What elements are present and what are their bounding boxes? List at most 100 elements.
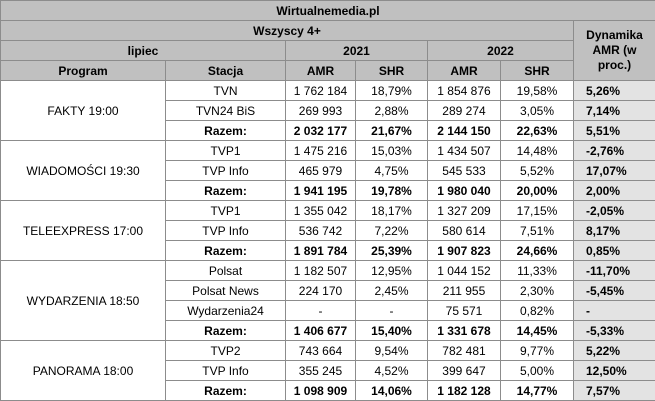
station: Razem: (165, 120, 286, 141)
table-row: WIADOMOŚCI 19:30 TVP1 1 475 216 15,03% 1 434… (0, 140, 655, 201)
amr-2021: 224 170 (285, 280, 356, 301)
dynamics-header: Dynamika AMR (w proc.) (572, 20, 655, 81)
shr-2022: 9,77% (500, 340, 574, 361)
station: Polsat News (165, 280, 286, 301)
table-row: TELEEXPRESS 17:00 TVP1 1 355 042 18,17% 1 32… (0, 200, 655, 261)
amr-2022: 782 481 (427, 340, 501, 361)
table-row: TVP Info 355 245 4,52% 399 647 5,00% 12,50% (1, 360, 655, 381)
station: Razem: (165, 380, 286, 401)
table-row: Razem: 1 941 195 19,78% 1 980 040 20,00% 2,00… (1, 180, 655, 201)
shr-2022: 14,45% (500, 320, 574, 341)
dynamics: -5,33% (572, 320, 655, 341)
shr-2021: 25,39% (355, 240, 428, 261)
shr-2021: 15,03% (355, 140, 428, 161)
amr-2022: 211 955 (427, 280, 501, 301)
amr-2022: 1 434 507 (427, 140, 501, 161)
shr-2022: 22,63% (500, 120, 574, 141)
column-header: SHR (500, 60, 574, 81)
shr-2022: 19,58% (500, 80, 574, 101)
shr-2021: 18,17% (355, 200, 428, 221)
amr-2022: 1 980 040 (427, 180, 501, 201)
dynamics: 0,85% (572, 240, 655, 261)
amr-2021: 465 979 (285, 160, 356, 181)
shr-2021: 21,67% (355, 120, 428, 141)
table-row: WYDARZENIA 18:50 Polsat 1 182 507 12,95% 1 0… (0, 260, 655, 341)
year: 2021 (285, 40, 428, 61)
shr-2021: 12,95% (355, 260, 428, 281)
dynamics: 5,22% (572, 340, 655, 361)
amr-2021: - (285, 300, 356, 321)
amr-2022: 1 907 823 (427, 240, 501, 261)
station: TVP2 (165, 340, 286, 361)
audience: Wszyscy 4+ (0, 20, 574, 41)
station: Razem: (165, 320, 286, 341)
amr-2022: 580 614 (427, 220, 501, 241)
shr-2022: 3,05% (500, 100, 574, 121)
dynamics: -11,70% (572, 260, 655, 281)
dynamics: -2,76% (572, 140, 655, 161)
station: TVN24 BiS (165, 100, 286, 121)
column-header: AMR (285, 60, 356, 81)
amr-2022: 1 331 678 (427, 320, 501, 341)
station: TVP1 (165, 200, 286, 221)
shr-2022: 2,30% (500, 280, 574, 301)
dynamics: -5,45% (572, 280, 655, 301)
table-row: Razem: 1 098 909 14,06% 1 182 128 14,77% 7,57… (1, 380, 655, 401)
amr-2021: 1 182 507 (285, 260, 356, 281)
amr-2021: 1 762 184 (285, 80, 356, 101)
program: TELEEXPRESS 17:00 (0, 200, 166, 261)
amr-2021: 355 245 (285, 360, 356, 381)
shr-2021: - (355, 300, 428, 321)
table-row: Razem: 1 406 677 15,40% 1 331 678 14,45% -5,3… (1, 320, 655, 341)
shr-2022: 11,33% (500, 260, 574, 281)
shr-2021: 9,54% (355, 340, 428, 361)
source-title: Wirtualnemedia.pl (0, 0, 655, 21)
shr-2021: 2,88% (355, 100, 428, 121)
station: TVP1 (165, 140, 286, 161)
station: Polsat (165, 260, 286, 281)
period: lipiec (0, 40, 286, 61)
column-header: Program (0, 60, 166, 81)
amr-2021: 269 993 (285, 100, 356, 121)
year: 2022 (427, 40, 574, 61)
shr-2021: 4,75% (355, 160, 428, 181)
amr-2022: 2 144 150 (427, 120, 501, 141)
amr-2021: 1 941 195 (285, 180, 356, 201)
amr-2022: 545 533 (427, 160, 501, 181)
dynamics: 17,07% (572, 160, 655, 181)
station: Wydarzenia24 (165, 300, 286, 321)
shr-2022: 14,77% (500, 380, 574, 401)
program: WIADOMOŚCI 19:30 (0, 140, 166, 201)
program: FAKTY 19:00 (0, 80, 166, 141)
column-header: AMR (427, 60, 501, 81)
dynamics: - (572, 300, 655, 321)
table-row: Razem: 1 891 784 25,39% 1 907 823 24,66% 0,85… (1, 240, 655, 261)
amr-2021: 1 475 216 (285, 140, 356, 161)
shr-2021: 18,79% (355, 80, 428, 101)
program: WYDARZENIA 18:50 (0, 260, 166, 341)
shr-2021: 15,40% (355, 320, 428, 341)
amr-2021: 536 742 (285, 220, 356, 241)
station: TVP Info (165, 360, 286, 381)
amr-2021: 1 098 909 (285, 380, 356, 401)
column-header: SHR (355, 60, 428, 81)
table-row: TVN24 BiS 269 993 2,88% 289 274 3,05% 7,14% (1, 100, 655, 121)
amr-2021: 1 891 784 (285, 240, 356, 261)
amr-2021: 1 406 677 (285, 320, 356, 341)
shr-2022: 5,52% (500, 160, 574, 181)
station: Razem: (165, 240, 286, 261)
shr-2021: 4,52% (355, 360, 428, 381)
dynamics: 7,14% (572, 100, 655, 121)
shr-2022: 17,15% (500, 200, 574, 221)
program: PANORAMA 18:00 (0, 340, 166, 401)
shr-2021: 14,06% (355, 380, 428, 401)
amr-2022: 289 274 (427, 100, 501, 121)
dynamics: 2,00% (572, 180, 655, 201)
shr-2022: 0,82% (500, 300, 574, 321)
column-header: Stacja (165, 60, 286, 81)
shr-2022: 20,00% (500, 180, 574, 201)
station: TVP Info (165, 220, 286, 241)
amr-2022: 75 571 (427, 300, 501, 321)
amr-2021: 743 664 (285, 340, 356, 361)
